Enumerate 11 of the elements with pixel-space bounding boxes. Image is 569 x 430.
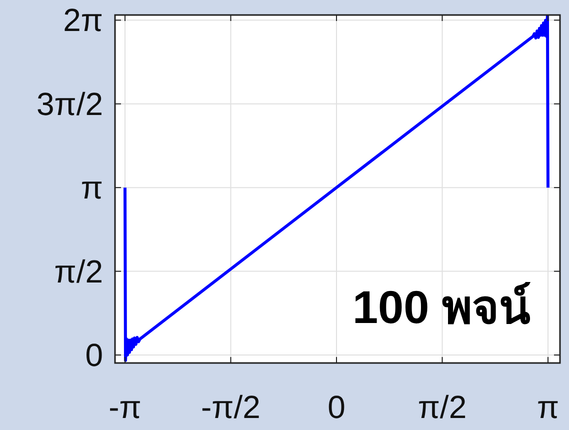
y-tick-label: 3π/2 [36,86,103,122]
y-tick-label: 2π [63,2,103,38]
x-tick-label: π/2 [418,389,467,425]
annotation: 100 พจน์ [352,281,531,333]
x-tick-label: -π/2 [201,389,260,425]
x-tick-label: π [536,389,560,425]
y-tick-label: 0 [85,337,103,374]
y-tick-label: π [80,170,103,206]
y-tick-label: π/2 [54,253,103,290]
x-tick-label: -π [108,389,142,425]
x-tick-label: 0 [328,389,346,425]
